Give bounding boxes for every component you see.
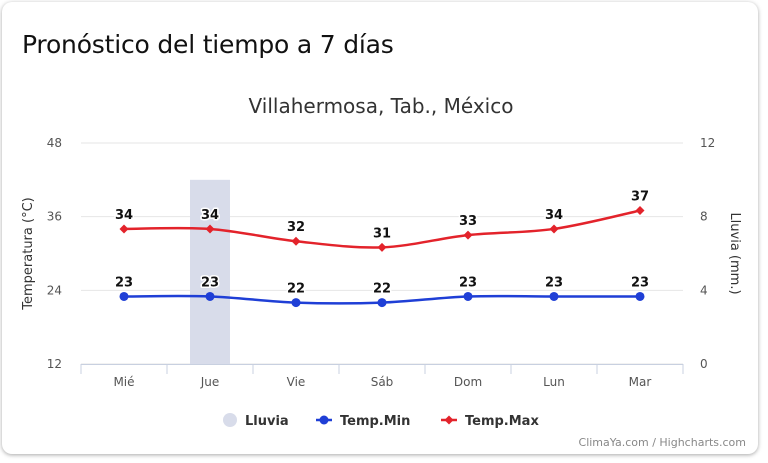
- temp-max-point[interactable]: [205, 224, 215, 234]
- x-tick-label: Lun: [543, 375, 565, 389]
- temp-min-point[interactable]: [377, 298, 387, 308]
- legend-item[interactable]: Lluvia: [223, 413, 289, 429]
- temp-max-point[interactable]: [635, 206, 645, 216]
- temp-max-point[interactable]: [119, 224, 129, 234]
- temp-max-point[interactable]: [549, 224, 559, 234]
- y-left-tick-label: 12: [47, 357, 62, 371]
- temp-min-label: 22: [373, 282, 391, 297]
- temp-max-label: 34: [115, 208, 133, 223]
- temp-min-label: 23: [115, 275, 133, 290]
- temp-min-label: 23: [459, 275, 477, 290]
- grid-lines: [81, 142, 683, 365]
- temp-min-point[interactable]: [463, 291, 473, 301]
- temp-max-label: 37: [631, 190, 649, 205]
- legend-item[interactable]: Temp.Min: [316, 414, 410, 429]
- legend-marker: [319, 415, 329, 425]
- rain-bar[interactable]: [190, 179, 230, 364]
- credits-link[interactable]: ClimaYa.com / Highcharts.com: [579, 436, 746, 449]
- temp-min-label: 23: [631, 275, 649, 290]
- temp-min-point[interactable]: [549, 291, 559, 301]
- chart-title: Villahermosa, Tab., México: [249, 94, 514, 118]
- temp-max-point[interactable]: [377, 242, 387, 252]
- temp-min-point[interactable]: [205, 291, 215, 301]
- y-right-tick-label: 4: [700, 283, 708, 297]
- x-tick-label: Mar: [629, 375, 652, 389]
- axes: 12 0 24 4 36 8 48 12 Temperatura (°C) Lluvia (mm.…: [21, 136, 742, 389]
- x-tick-label: Sáb: [371, 375, 394, 389]
- rain-bars: [190, 179, 230, 364]
- temp-min-label: 23: [201, 275, 219, 290]
- widget-title: Pronóstico del tiempo a 7 días: [22, 30, 394, 59]
- temp-min-point[interactable]: [291, 298, 301, 308]
- x-tick-label: Jue: [200, 375, 220, 389]
- temp-min-label: 22: [287, 282, 305, 297]
- y-right-tick-label: 12: [700, 136, 715, 150]
- y-left-tick-label: 36: [47, 210, 62, 224]
- temp-max-label: 31: [373, 226, 391, 241]
- data-labels: 23 23 22 22 23 23 23 34 34 32 31 33 34 37: [113, 188, 650, 298]
- temp-max-label: 34: [545, 208, 563, 223]
- temp-max-point[interactable]: [463, 230, 473, 240]
- temp-min-point[interactable]: [635, 291, 645, 301]
- y-right-tick-label: 0: [700, 357, 708, 371]
- temp-min-label: 23: [545, 275, 563, 290]
- legend-item[interactable]: Temp.Max: [441, 414, 539, 429]
- y-right-tick-label: 8: [700, 210, 708, 224]
- x-tick-label: Vie: [287, 375, 306, 389]
- y-left-tick-label: 48: [47, 136, 62, 150]
- legend-marker: [444, 415, 454, 425]
- legend-label: Temp.Min: [340, 414, 410, 429]
- temp-max-label: 34: [201, 208, 219, 223]
- x-tick-label: Mié: [113, 375, 134, 389]
- temp-max-point[interactable]: [291, 236, 301, 246]
- temperature-lines: [119, 206, 645, 308]
- y-left-tick-label: 24: [47, 283, 62, 297]
- legend-rain-swatch: [223, 413, 237, 427]
- x-tick-label: Dom: [454, 375, 482, 389]
- legend-label: Temp.Max: [465, 414, 539, 429]
- legend-label: Lluvia: [245, 414, 289, 429]
- temp-min-point[interactable]: [119, 291, 129, 301]
- legend: Lluvia Temp.Min Temp.Max: [223, 413, 539, 429]
- y-left-axis-title: Temperatura (°C): [21, 197, 36, 310]
- y-right-axis-title: Lluvia (mm.): [727, 212, 742, 294]
- temp-max-label: 32: [287, 220, 305, 235]
- temp-max-label: 33: [459, 214, 477, 229]
